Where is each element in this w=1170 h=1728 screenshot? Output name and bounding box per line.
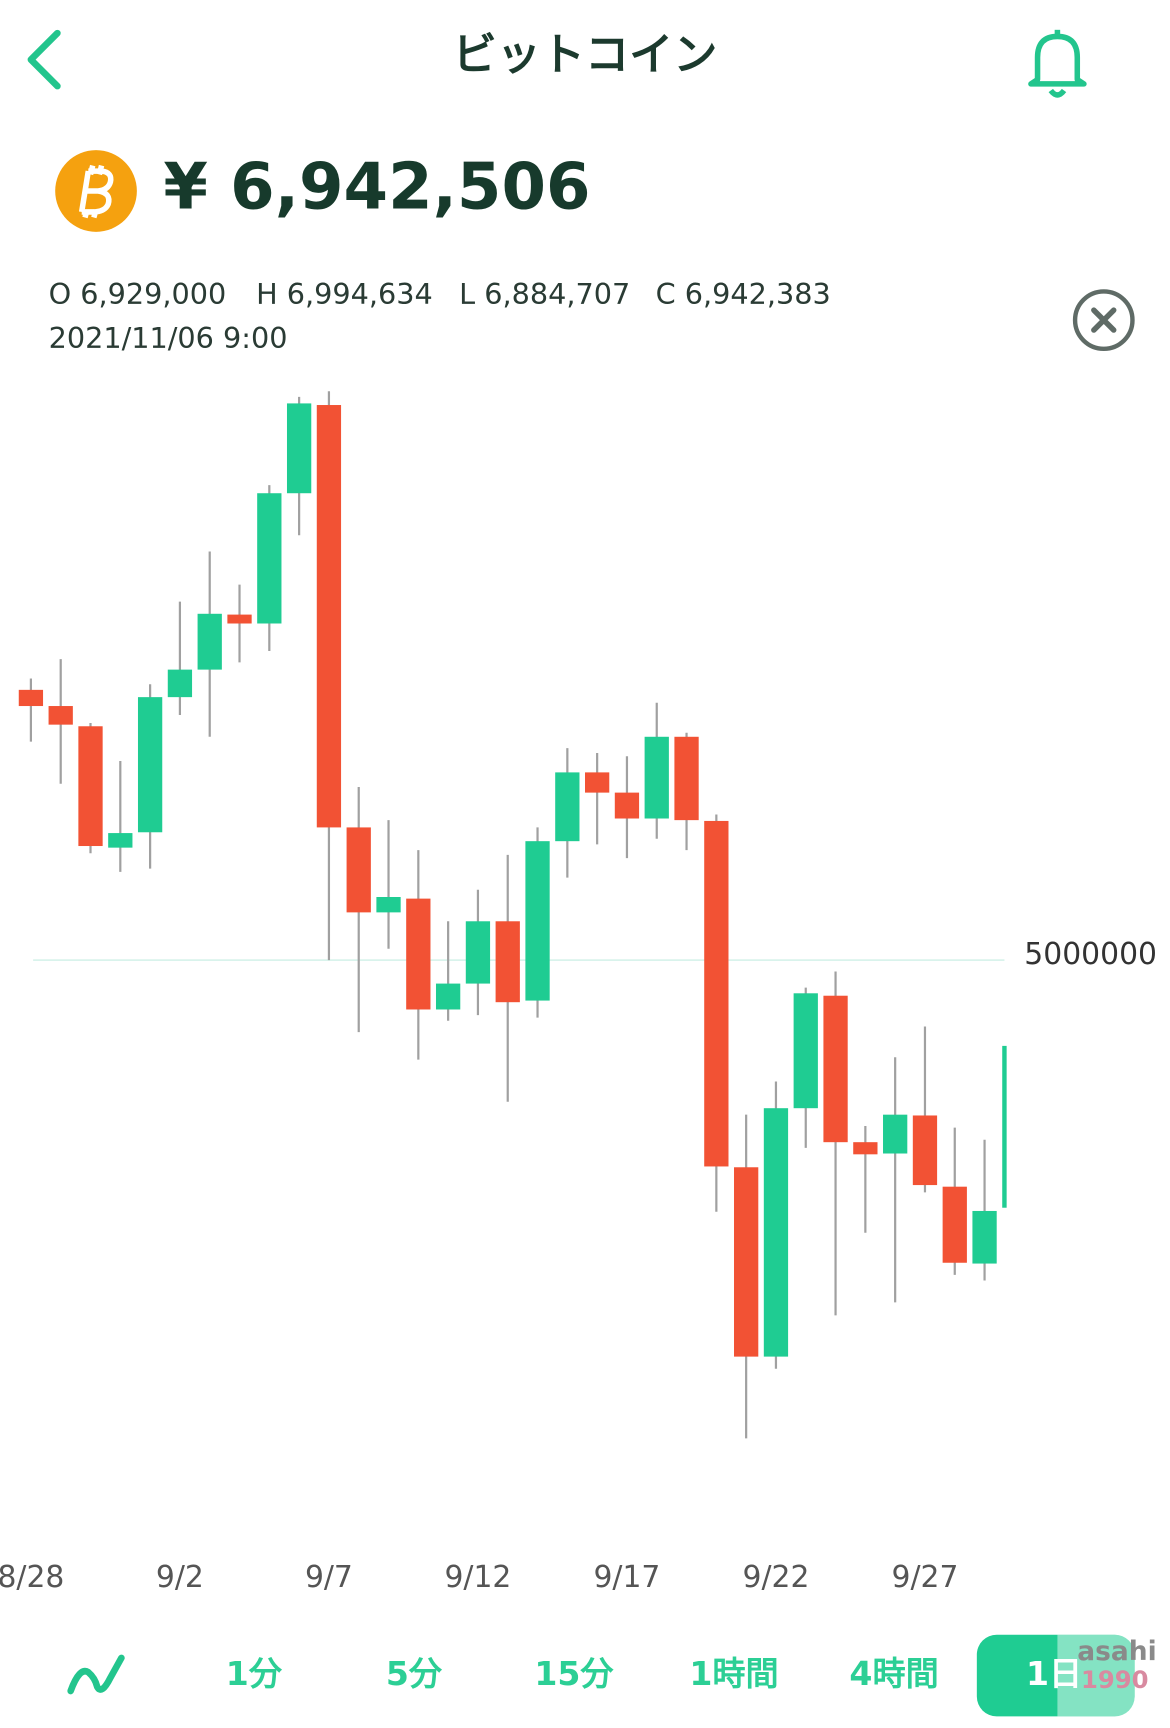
candle-body — [167, 669, 193, 698]
ohlc-high: H 6,994,634 — [256, 277, 433, 311]
bell-clapper — [1048, 88, 1067, 98]
candle-body — [883, 1114, 908, 1154]
watermark-text: asahi — [1077, 1636, 1156, 1667]
close-circle — [1072, 289, 1135, 352]
candle-body — [823, 995, 848, 1143]
candle-body — [614, 792, 640, 819]
candle-body — [108, 833, 133, 848]
x-tick-label: 9/2 — [156, 1560, 204, 1595]
watermark-text: 1990 — [1081, 1665, 1149, 1694]
candle-body — [585, 772, 610, 793]
x-tick-label: 9/27 — [892, 1560, 959, 1595]
candle-body — [644, 736, 669, 819]
candle-body — [257, 493, 282, 624]
timeframe-tab[interactable]: 5分 — [386, 1654, 443, 1693]
ohlc-close: C 6,942,383 — [656, 277, 831, 311]
candle-body — [912, 1115, 938, 1186]
timeframe-tab[interactable]: 1分 — [226, 1654, 283, 1693]
ohlc-low: L 6,884,707 — [459, 277, 630, 311]
y-tick-label: 5000000 — [1024, 937, 1157, 972]
candle-body — [286, 403, 312, 494]
candle-body — [346, 827, 371, 913]
coin-icon — [55, 150, 137, 232]
candle-body — [972, 1210, 997, 1264]
candle-body — [78, 726, 103, 847]
bell-body — [1028, 33, 1087, 87]
candle-body — [853, 1142, 878, 1155]
ohlc-open: O 6,929,000 — [49, 277, 227, 311]
selected-tab-bg — [976, 1634, 1135, 1717]
close-cross — [1091, 307, 1117, 333]
x-tick-label: 9/12 — [444, 1560, 511, 1595]
axis: 5000000 8/28 9/2 9/7 9/12 9/17 9/22 9/27 — [0, 937, 1157, 1595]
candle-body — [197, 613, 222, 670]
candle-body — [674, 736, 699, 821]
candle-body — [495, 921, 520, 1003]
timeframe-tab[interactable]: 4時間 — [849, 1654, 938, 1693]
watermark-bg — [1057, 1634, 1135, 1717]
candle-body — [435, 983, 461, 1010]
candle-body — [942, 1186, 967, 1263]
candle-body — [465, 921, 491, 984]
candle-body — [137, 697, 163, 833]
close-button[interactable] — [1072, 289, 1135, 352]
candle-body — [1002, 1045, 1007, 1208]
candle-body — [734, 1167, 759, 1357]
timeframe-tab[interactable]: 1時間 — [689, 1654, 778, 1693]
plot-area — [18, 391, 1007, 1439]
candle-body — [763, 1108, 789, 1357]
x-tick-label: 9/7 — [305, 1560, 353, 1595]
line-chart-toggle[interactable] — [67, 1654, 125, 1695]
candle-body — [704, 820, 729, 1167]
candle-body — [18, 689, 44, 707]
candle-body — [793, 993, 818, 1109]
candle-body — [525, 841, 550, 1001]
x-tick-label: 8/28 — [0, 1560, 64, 1595]
candle-body — [555, 772, 580, 842]
screen-title: ビットコイン — [453, 29, 718, 80]
coin-symbol — [78, 164, 114, 219]
timeframe-tab[interactable]: 1日 — [1026, 1654, 1082, 1693]
timeframe-tab[interactable]: 15分 — [534, 1654, 614, 1693]
candle-body — [376, 897, 401, 913]
x-tick-label: 9/17 — [593, 1560, 660, 1595]
candle-body — [316, 405, 342, 828]
timeframe-tabs: 1分 5分 15分 1時間 4時間 1日 — [226, 1654, 1082, 1693]
price: ¥ 6,942,506 — [163, 151, 590, 225]
alert-button[interactable] — [1028, 29, 1087, 98]
x-tick-label: 9/22 — [742, 1560, 809, 1595]
candle-body — [48, 706, 73, 725]
candle-body — [227, 614, 252, 624]
timestamp: 2021/11/06 9:00 — [49, 321, 288, 355]
candle-body — [406, 898, 431, 1010]
back-button[interactable] — [27, 29, 61, 90]
